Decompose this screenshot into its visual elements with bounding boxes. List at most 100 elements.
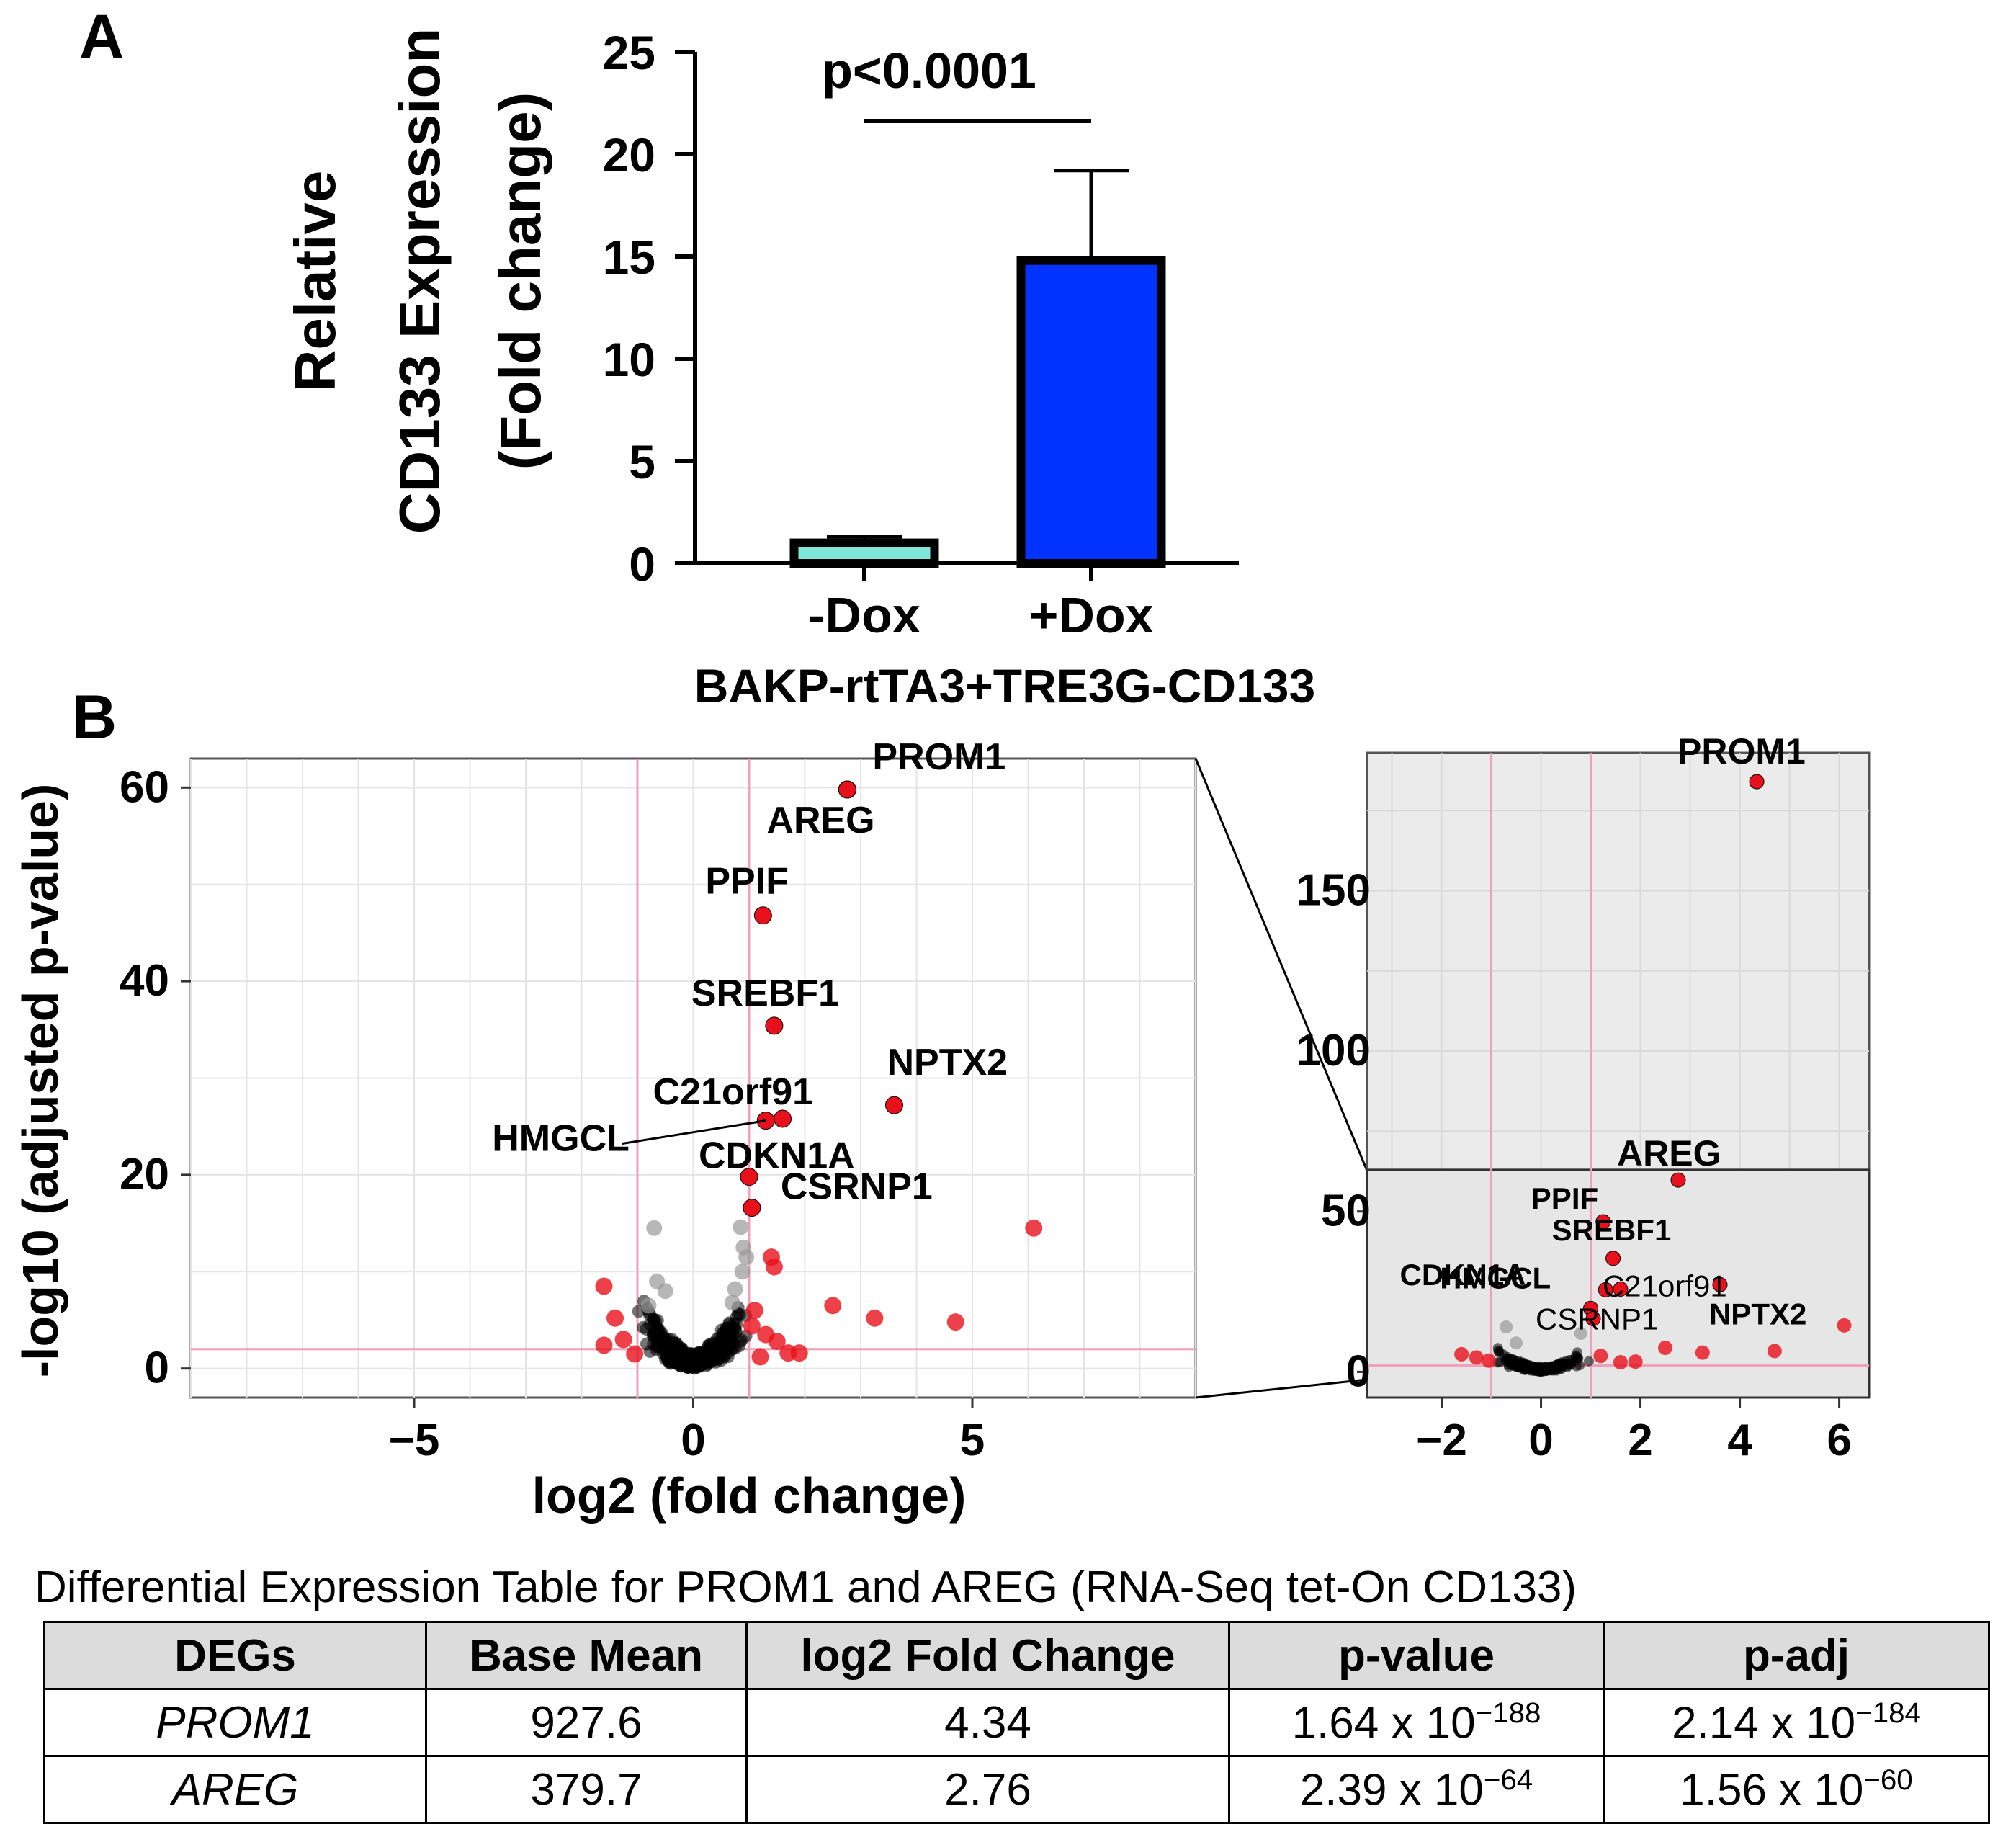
bar-y-tick-label: 25 xyxy=(603,26,655,79)
inset-label-PROM1: PROM1 xyxy=(1677,731,1806,772)
bar-y-tick-label: 20 xyxy=(603,128,655,182)
inset-point-ns xyxy=(1511,1362,1522,1372)
inset-point-ns xyxy=(1494,1347,1505,1358)
inset-point-significant xyxy=(1695,1345,1710,1360)
volcano-plot-main: −5 0 5 0 20 40 60 PROM1 AREG PPIF SREBF1 NPTX2 C21or… xyxy=(120,736,1197,1465)
main-point-grey xyxy=(724,1295,740,1311)
main-label-CDKN1A: CDKN1A xyxy=(699,1135,855,1177)
main-point-significant xyxy=(745,1302,763,1320)
main-point-ns xyxy=(637,1320,650,1334)
inset-label-C21orf91: C21orf91 xyxy=(1603,1269,1727,1302)
main-point-ns xyxy=(717,1341,731,1355)
main-point-grey xyxy=(727,1281,743,1297)
p-value: 1.64 x 10−188 xyxy=(1228,1688,1605,1757)
inset-label-SREBF1: SREBF1 xyxy=(1552,1213,1672,1247)
gene-name: PROM1 xyxy=(43,1688,427,1757)
main-point-significant xyxy=(946,1313,964,1331)
gene-name: AREG xyxy=(43,1755,427,1824)
panel-label-a: A xyxy=(79,2,124,71)
bar-category-label--Dox: -Dox xyxy=(808,587,920,643)
bar-y-axis-label-line-1: Relative xyxy=(283,171,347,392)
main-point-significant xyxy=(790,1344,808,1362)
inset-x-tick-label: 6 xyxy=(1827,1416,1851,1465)
main-point-ns xyxy=(719,1331,733,1345)
significance-label: p<0.0001 xyxy=(822,43,1036,99)
inset-y-tick-label: 50 xyxy=(1321,1186,1371,1236)
main-label-AREG: AREG xyxy=(766,800,874,841)
bar-y-tick-label: 5 xyxy=(629,435,655,488)
inset-point-ns xyxy=(1539,1364,1550,1375)
inset-point-significant xyxy=(1454,1346,1469,1362)
inset-x-tick-label: −2 xyxy=(1416,1416,1467,1465)
main-point-CSRNP1 xyxy=(743,1199,761,1217)
base-mean: 927.6 xyxy=(425,1688,748,1757)
inset-point-grey xyxy=(1574,1326,1587,1340)
inset-point-significant xyxy=(1482,1353,1497,1368)
main-point-significant xyxy=(743,1317,761,1335)
inset-x-tick-label: 4 xyxy=(1727,1416,1752,1465)
main-label-NPTX2: NPTX2 xyxy=(887,1042,1008,1083)
inset-point-ns xyxy=(1547,1362,1558,1373)
inset-label-PPIF: PPIF xyxy=(1531,1181,1598,1215)
table-row: PROM1 927.6 4.34 1.64 x 10−188 2.14 x 10… xyxy=(43,1688,1990,1757)
p-adj: 1.56 x 10−60 xyxy=(1603,1755,1990,1824)
table-caption: Differential Expression Table for PROM1 … xyxy=(35,1563,1577,1612)
volcano-y-axis-title: -log10 (adjusted p-value) xyxy=(12,784,68,1378)
inset-point-HMGCL xyxy=(1598,1282,1613,1297)
zoom-connector-top xyxy=(1194,758,1368,1171)
inset-point-CSRNP1 xyxy=(1585,1310,1601,1326)
log2-fold-change: 2.76 xyxy=(745,1755,1230,1824)
inset-point-ns xyxy=(1500,1356,1511,1367)
main-point-NPTX2 xyxy=(885,1096,903,1114)
inset-point-significant xyxy=(1837,1318,1852,1333)
header-base-mean: Base Mean xyxy=(425,1621,748,1690)
p-adj-exponent: −60 xyxy=(1863,1763,1913,1796)
main-point-ns xyxy=(640,1337,653,1351)
main-point-ns xyxy=(729,1325,743,1338)
main-y-tick-label: 60 xyxy=(120,762,169,812)
table-header-row: DEGs Base Mean log2 Fold Change p-value … xyxy=(43,1621,1990,1690)
p-value-exponent: −64 xyxy=(1483,1763,1533,1796)
main-point-grey xyxy=(646,1220,663,1236)
inset-point-ns xyxy=(1561,1359,1572,1369)
volcano-x-axis-title: log2 (fold change) xyxy=(532,1467,967,1524)
inset-point-significant xyxy=(1593,1349,1608,1364)
main-point-significant xyxy=(595,1277,613,1295)
p-value-mantissa: 1.64 x 10 xyxy=(1291,1698,1476,1748)
header-pvalue: p-value xyxy=(1228,1621,1605,1690)
bar--Dox xyxy=(789,538,939,568)
figure-canvas: A B Relative CD133 Expression (Fold chan… xyxy=(12,2,1871,1524)
main-label-PROM1: PROM1 xyxy=(872,736,1005,778)
main-y-tick-label: 20 xyxy=(120,1150,169,1199)
main-point-CDKN1A xyxy=(740,1168,758,1186)
main-point-PPIF xyxy=(753,906,772,925)
inset-y-tick-label: 100 xyxy=(1296,1026,1371,1076)
inset-label-HMGCL: HMGCL xyxy=(1440,1261,1551,1295)
main-point-ns xyxy=(702,1346,715,1360)
main-point-significant xyxy=(1025,1219,1043,1237)
inset-point-C21orf91 xyxy=(1613,1281,1629,1297)
inset-point-ns xyxy=(1571,1351,1582,1362)
p-value: 2.39 x 10−64 xyxy=(1228,1755,1605,1824)
inset-point-significant xyxy=(1767,1344,1782,1359)
main-y-tick-label: 40 xyxy=(120,956,169,1006)
inset-x-tick-label: 0 xyxy=(1528,1416,1553,1465)
inset-x-tick-label: 2 xyxy=(1628,1416,1652,1465)
main-point-grey xyxy=(657,1283,673,1300)
inset-y-tick-label: 150 xyxy=(1296,865,1371,915)
main-point-significant xyxy=(614,1331,632,1349)
inset-point-grey xyxy=(1510,1336,1523,1350)
bar-y-axis-label-line-3: (Fold change) xyxy=(488,92,552,470)
inset-label-AREG: AREG xyxy=(1617,1133,1721,1173)
main-point-ns xyxy=(665,1347,678,1361)
main-point-significant xyxy=(765,1258,783,1276)
bar-+Dox xyxy=(1016,256,1166,568)
main-label-CSRNP1: CSRNP1 xyxy=(781,1166,933,1208)
main-x-tick-label: 0 xyxy=(681,1416,705,1465)
main-label-C21orf91: C21orf91 xyxy=(653,1071,814,1113)
inset-point-significant xyxy=(1469,1350,1484,1365)
bar-y-tick-label: 10 xyxy=(603,333,655,386)
inset-point-significant xyxy=(1628,1354,1643,1369)
main-leader-HMGCL xyxy=(622,1119,766,1145)
